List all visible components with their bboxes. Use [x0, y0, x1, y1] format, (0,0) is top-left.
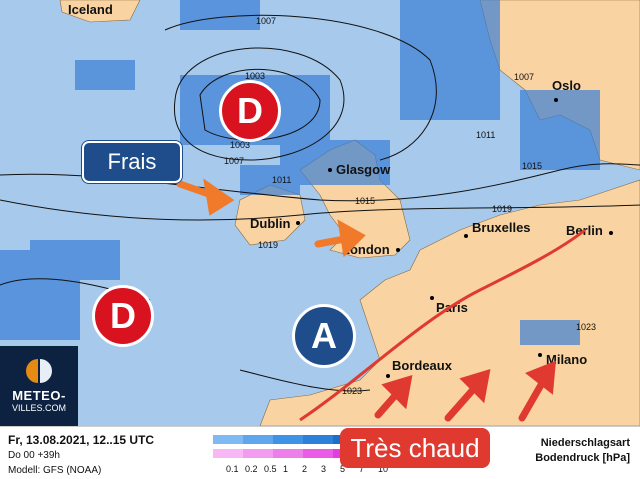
scale-swatch: [303, 435, 333, 444]
svg-text:Oslo: Oslo: [552, 78, 581, 93]
scale-tick-label: 0.1: [226, 464, 239, 474]
scale-tick-label: 0.2: [245, 464, 258, 474]
scale-swatch: [243, 449, 273, 458]
scale-tick-label: 10: [378, 464, 389, 474]
svg-text:1011: 1011: [476, 130, 495, 140]
svg-text:1019: 1019: [258, 240, 278, 250]
scale-tick-label: 5: [340, 464, 346, 474]
cold-callout: Frais: [82, 141, 182, 183]
scale-swatch: [273, 435, 303, 444]
svg-text:1019: 1019: [492, 204, 512, 214]
scale-swatch: [273, 449, 303, 458]
svg-text:1003: 1003: [230, 140, 250, 150]
warm-front-line: [299, 228, 586, 422]
scale-swatch: [213, 449, 243, 458]
svg-text:1007: 1007: [514, 72, 534, 82]
svg-text:1015: 1015: [355, 196, 375, 206]
hot-callout: Très chaud: [340, 428, 490, 468]
svg-text:1023: 1023: [342, 386, 362, 396]
svg-text:1007: 1007: [224, 156, 244, 166]
legend-title-pressure: Bodendruck [hPa]: [535, 452, 630, 464]
sun-moon-logo-icon: [26, 359, 52, 383]
wind-arrows: [176, 178, 557, 422]
svg-text:Bordeaux: Bordeaux: [392, 358, 453, 373]
svg-text:Dublin: Dublin: [250, 216, 290, 231]
svg-text:1007: 1007: [256, 16, 276, 26]
isobar-labels: 1007 1003 1003 1007 1011 1011 1015 1015 …: [224, 16, 596, 396]
model-name: Modell: GFS (NOAA): [8, 465, 102, 476]
scale-swatch: [303, 449, 333, 458]
svg-text:Milano: Milano: [546, 352, 587, 367]
low-pressure-marker: D: [92, 285, 154, 347]
svg-text:1023: 1023: [576, 322, 596, 332]
svg-text:1003: 1003: [245, 71, 265, 81]
svg-text:1015: 1015: [522, 161, 542, 171]
svg-text:Bruxelles: Bruxelles: [472, 220, 531, 235]
forecast-date: Fr, 13.08.2021, 12..15 UTC: [8, 433, 155, 447]
logo: METEO- VILLES.COM: [0, 346, 78, 426]
low-pressure-marker: D: [219, 80, 281, 142]
scale-tick-label: 0.5: [264, 464, 277, 474]
svg-text:Glasgow: Glasgow: [336, 162, 391, 177]
forecast-run: Do 00 +39h: [8, 450, 60, 461]
legend-title-precip: Niederschlagsart: [540, 437, 630, 449]
scale-tick-label: 2: [302, 464, 308, 474]
svg-text:Iceland: Iceland: [68, 2, 113, 17]
high-pressure-marker: A: [292, 304, 356, 368]
legend-footer: Fr, 13.08.2021, 12..15 UTC Do 00 +39h Mo…: [0, 426, 640, 479]
scale-tick-label: 7: [359, 464, 365, 474]
svg-text:1011: 1011: [272, 175, 291, 185]
scale-tick-label: 1: [283, 464, 289, 474]
scale-swatch: [213, 435, 243, 444]
scale-tick-label: 3: [321, 464, 327, 474]
scale-swatch: [243, 435, 273, 444]
city-labels: Iceland Oslo Glasgow Dublin London Bruxe…: [68, 2, 613, 378]
